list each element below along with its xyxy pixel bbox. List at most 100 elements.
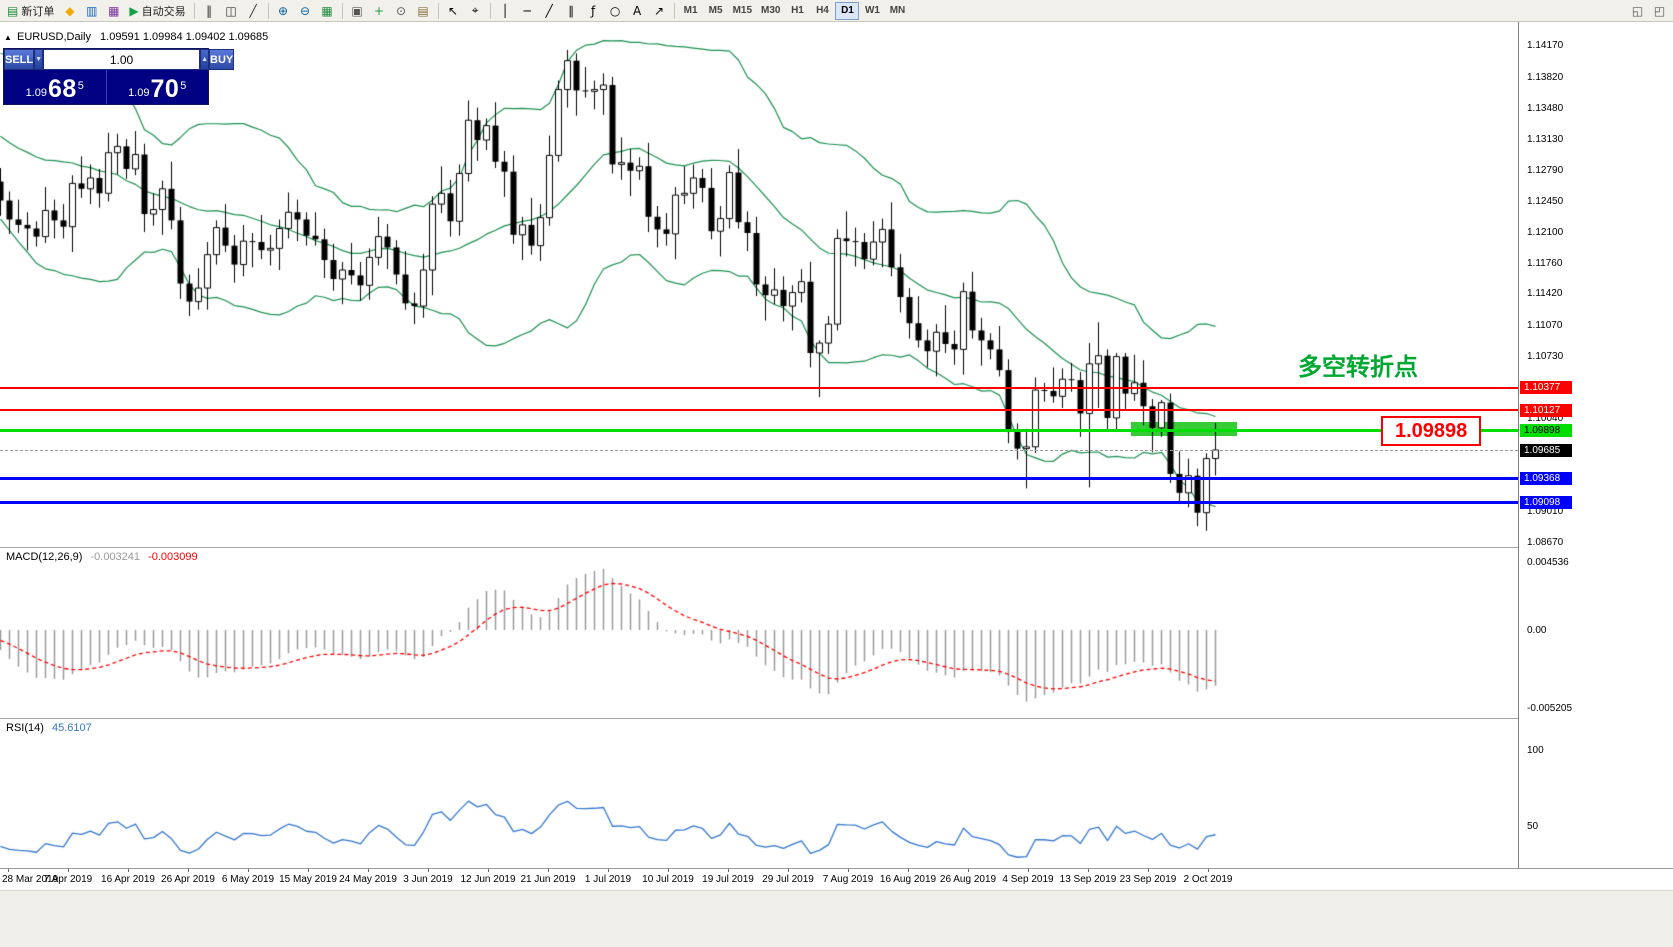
horizontal-line-button[interactable]: ─ bbox=[517, 1, 538, 20]
timeframe-w1[interactable]: W1 bbox=[864, 5, 880, 16]
current-price-line bbox=[0, 450, 1518, 451]
price-tick-1.12100: 1.12100 bbox=[1527, 227, 1564, 239]
price-tick-1.13820: 1.13820 bbox=[1527, 71, 1564, 83]
bar-chart-button[interactable]: ‖ bbox=[199, 1, 220, 20]
chart-shift-button[interactable]: ◱ bbox=[1627, 1, 1648, 20]
date-label-9: 21 Jun 2019 bbox=[520, 874, 576, 885]
date-label-18: 13 Sep 2019 bbox=[1059, 874, 1117, 885]
auto-trading-button[interactable]: ▶ 自动交易 bbox=[125, 1, 189, 20]
market-watch-icon: ▥ bbox=[86, 3, 98, 18]
date-label-12: 19 Jul 2019 bbox=[702, 874, 754, 885]
shapes-button[interactable]: ○ bbox=[605, 1, 626, 20]
cursor-icon: ↖ bbox=[448, 3, 459, 18]
macd-pane-divider[interactable] bbox=[0, 547, 1673, 548]
price-tick-1.14170: 1.14170 bbox=[1527, 40, 1564, 52]
chart-shift-icon: ◱ bbox=[1631, 3, 1644, 18]
date-tick bbox=[68, 869, 69, 872]
timeframe-m30[interactable]: M30 bbox=[761, 5, 781, 16]
date-tick bbox=[1028, 869, 1029, 872]
rsi-name: RSI(14) bbox=[6, 722, 44, 734]
auto-trading-icon: ▶ bbox=[129, 3, 139, 18]
volume-down-button[interactable]: ▼ bbox=[34, 49, 44, 70]
sell-price[interactable]: 1.09 68 5 bbox=[4, 70, 107, 104]
express-trade-button[interactable]: ◆ bbox=[59, 1, 80, 20]
periods-button[interactable]: ⊙ bbox=[391, 1, 412, 20]
price-chart-canvas[interactable] bbox=[0, 22, 1518, 547]
toolbar-separator bbox=[267, 2, 269, 19]
vertical-line-button[interactable]: │ bbox=[495, 1, 516, 20]
price-tick-1.13480: 1.13480 bbox=[1527, 102, 1564, 114]
text-label-button[interactable]: A bbox=[627, 1, 648, 20]
express-trade-icon: ◆ bbox=[65, 3, 75, 18]
buy-price[interactable]: 1.09 70 5 bbox=[107, 70, 209, 104]
tile-windows-button[interactable]: ▦ bbox=[317, 1, 338, 20]
auto-scroll-button[interactable]: ◰ bbox=[1649, 1, 1670, 20]
line-chart-icon: ╱ bbox=[249, 3, 257, 18]
horizontal-line-1.09368[interactable] bbox=[0, 477, 1518, 481]
date-tick bbox=[188, 869, 189, 872]
fibonacci-button[interactable]: ƒ bbox=[583, 1, 604, 20]
timeframe-m1[interactable]: M1 bbox=[683, 5, 698, 16]
rsi-tick-50: 50 bbox=[1527, 821, 1539, 833]
templates-button[interactable]: ▤ bbox=[413, 1, 434, 20]
toolbar: ▤ 新订单 ◆ ▥ ▦ ▶ 自动交易 ‖ ◫ ╱ ⊕ ⊖ ▦ ▣ + ⊙ ▤ ↖ ⌖ │ ─ ╱ ∥ ƒ ○ A ↗ M1 M5 M15 M… bbox=[0, 0, 1673, 22]
new-order-button[interactable]: ▤ 新订单 bbox=[3, 1, 58, 20]
volume-input[interactable] bbox=[43, 49, 201, 70]
tile-windows-icon: ▦ bbox=[321, 3, 333, 18]
horizontal-line-1.10127[interactable] bbox=[0, 409, 1518, 412]
zoom-out-icon: ⊖ bbox=[300, 3, 311, 18]
date-label-10: 1 Jul 2019 bbox=[584, 874, 632, 885]
price-callout-label[interactable]: 1.09898 bbox=[1381, 415, 1482, 446]
trendline-button[interactable]: ╱ bbox=[539, 1, 560, 20]
arrows-button[interactable]: ↗ bbox=[649, 1, 670, 20]
timeframe-m5[interactable]: M5 bbox=[708, 5, 723, 16]
date-tick bbox=[968, 869, 969, 872]
horizontal-line-1.10377[interactable] bbox=[0, 386, 1518, 389]
zoom-in-button[interactable]: ⊕ bbox=[273, 1, 294, 20]
horizontal-line-1.09098[interactable] bbox=[0, 501, 1518, 505]
crosshair-button[interactable]: ⌖ bbox=[465, 1, 486, 20]
date-label-7: 3 Jun 2019 bbox=[403, 874, 453, 885]
timeframe-m15[interactable]: M15 bbox=[732, 5, 753, 16]
rsi-pane-canvas[interactable] bbox=[0, 719, 1518, 868]
indicators-button[interactable]: + bbox=[369, 1, 390, 20]
zoom-out-button[interactable]: ⊖ bbox=[295, 1, 316, 20]
date-tick bbox=[368, 869, 369, 872]
sell-button[interactable]: SELL bbox=[4, 49, 35, 70]
price-axis[interactable]: 1.14170 1.13820 1.13480 1.13130 1.12790 1.124… bbox=[1518, 22, 1673, 868]
buy-button[interactable]: BUY bbox=[209, 49, 235, 70]
vertical-line-icon: │ bbox=[501, 3, 509, 18]
line-chart-button[interactable]: ╱ bbox=[243, 1, 264, 20]
timeframe-h1[interactable]: H1 bbox=[791, 5, 804, 16]
one-click-collapse-icon[interactable]: ▲ bbox=[4, 33, 12, 42]
candlestick-chart-button[interactable]: ◫ bbox=[221, 1, 242, 20]
date-tick bbox=[248, 869, 249, 872]
price-tag-1.09368: 1.09368 bbox=[1520, 472, 1572, 486]
candlestick-chart-icon: ◫ bbox=[225, 3, 237, 18]
volume-up-button[interactable]: ▲ bbox=[200, 49, 209, 70]
time-axis[interactable]: 28 Mar 2019 7 Apr 2019 16 Apr 2019 26 Apr 2… bbox=[0, 868, 1673, 890]
price-tick-1.13130: 1.13130 bbox=[1527, 134, 1564, 146]
macd-name: MACD(12,26,9) bbox=[6, 551, 83, 563]
timeframe-h4[interactable]: H4 bbox=[816, 5, 829, 16]
date-label-16: 26 Aug 2019 bbox=[939, 874, 997, 885]
price-tick-1.10730: 1.10730 bbox=[1527, 350, 1564, 362]
date-label-11: 10 Jul 2019 bbox=[642, 874, 694, 885]
data-window-button[interactable]: ▦ bbox=[103, 1, 124, 20]
date-label-14: 7 Aug 2019 bbox=[822, 874, 874, 885]
rsi-pane-divider[interactable] bbox=[0, 718, 1673, 719]
auto-scroll-icon: ◰ bbox=[1653, 3, 1666, 18]
date-label-13: 29 Jul 2019 bbox=[762, 874, 814, 885]
market-watch-button[interactable]: ▥ bbox=[81, 1, 102, 20]
equidistant-channel-button[interactable]: ∥ bbox=[561, 1, 582, 20]
timeframe-d1[interactable]: D1 bbox=[835, 1, 860, 20]
timeframe-mn[interactable]: MN bbox=[889, 5, 906, 16]
cursor-button[interactable]: ↖ bbox=[443, 1, 464, 20]
horizontal-line-1.09898[interactable] bbox=[0, 429, 1518, 433]
macd-pane-canvas[interactable] bbox=[0, 548, 1518, 718]
new-chart-button[interactable]: ▣ bbox=[347, 1, 368, 20]
chart-window[interactable]: ▲ EURUSD,Daily 1.09591 1.09984 1.09402 1… bbox=[0, 22, 1673, 868]
price-tick-1.10040: 1.10040 bbox=[1527, 412, 1564, 424]
macd-tick--0.005205: -0.005205 bbox=[1527, 703, 1573, 715]
turning-point-annotation[interactable]: 多空转折点 bbox=[1298, 354, 1418, 382]
